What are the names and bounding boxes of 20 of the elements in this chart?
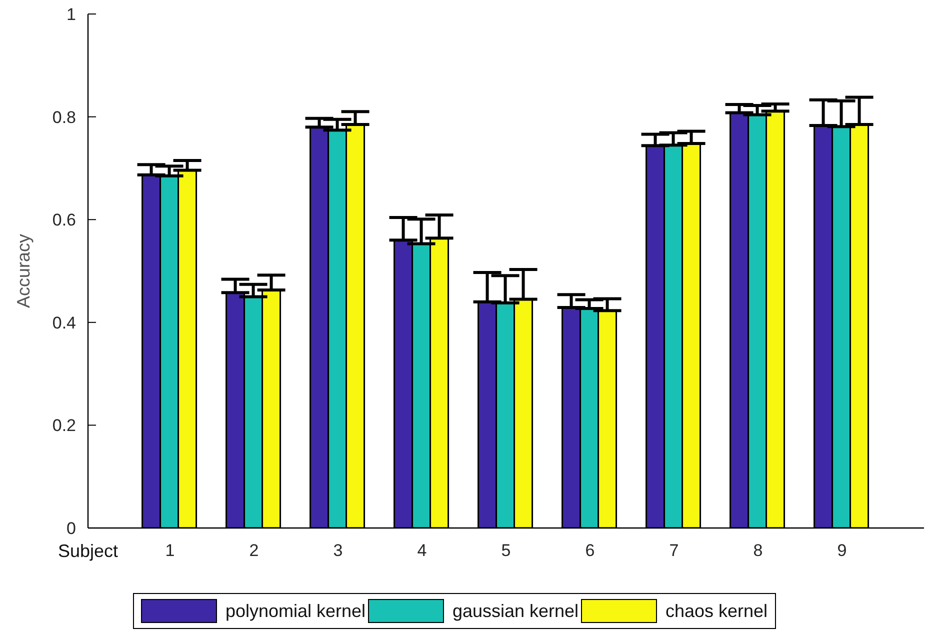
y-tick-label: 0.6 — [52, 210, 76, 230]
y-tick-label: 0.8 — [52, 108, 76, 127]
x-tick-label: 8 — [753, 541, 763, 560]
legend-label: polynomial kernel — [225, 600, 366, 622]
x-tick-label: 2 — [249, 541, 259, 560]
x-tick-label: 7 — [669, 541, 679, 560]
x-tick-label: 3 — [333, 541, 343, 560]
x-tick-label: 9 — [837, 541, 847, 560]
y-tick-label: 1 — [66, 5, 76, 24]
y-tick-label: 0 — [66, 519, 76, 538]
legend-label: chaos kernel — [665, 600, 768, 622]
legend-label: gaussian kernel — [452, 600, 579, 622]
x-tick-label: 6 — [585, 541, 595, 560]
y-tick-label: 0.2 — [52, 416, 76, 436]
x-tick-label: 5 — [501, 541, 511, 560]
y-tick-label: 0.4 — [52, 313, 76, 332]
y-axis-title: Accuracy — [14, 234, 34, 308]
x-axis-title: Subject — [58, 541, 118, 562]
x-tick-label: 1 — [165, 541, 175, 560]
x-tick-label: 4 — [417, 541, 427, 560]
